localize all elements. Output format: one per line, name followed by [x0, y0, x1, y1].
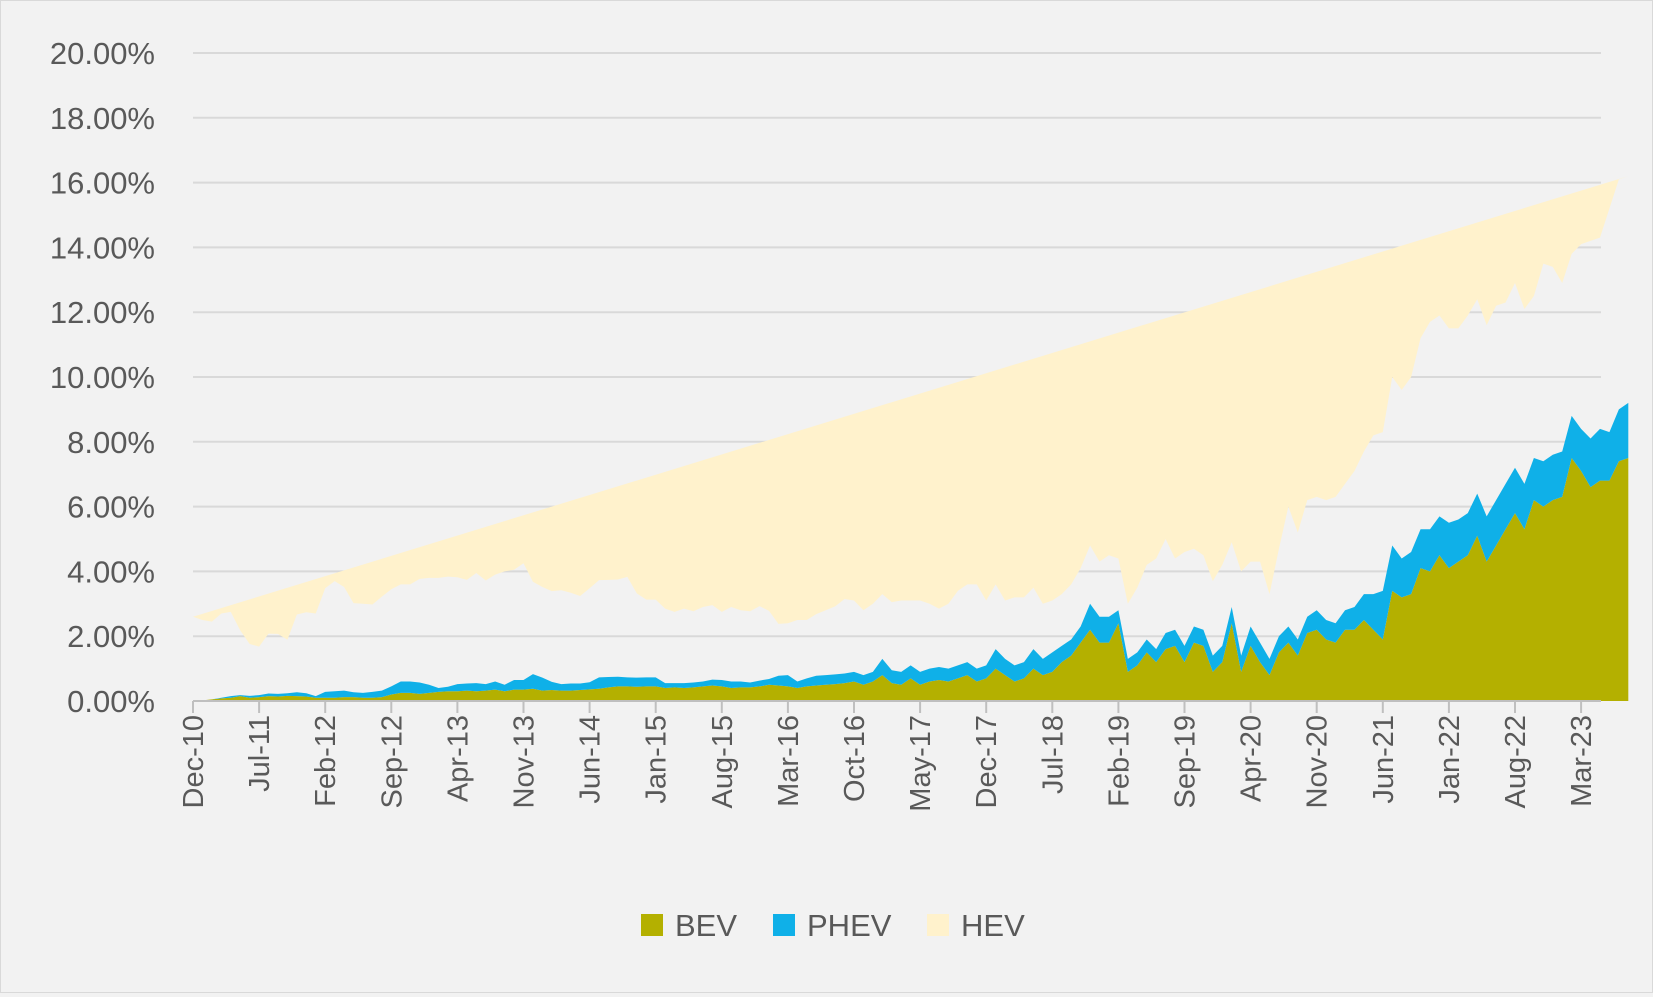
legend-swatch: [927, 914, 949, 936]
x-tick-label: Feb-19: [1103, 715, 1135, 807]
y-tick-label: 6.00%: [67, 490, 155, 525]
x-tick-label: Aug-15: [707, 715, 739, 809]
x-tick-label: Apr-13: [442, 715, 474, 802]
x-tick-label: Feb-12: [310, 715, 342, 807]
y-tick-label: 2.00%: [67, 619, 155, 654]
y-tick-label: 0.00%: [67, 684, 155, 719]
y-axis-tick-labels: 0.00% 2.00% 4.00% 6.00% 8.00% 10.00% 12.00% 14.…: [50, 36, 155, 719]
y-tick-label: 18.00%: [50, 101, 155, 136]
x-tick-label: Sep-19: [1170, 715, 1202, 809]
y-tick-label: 20.00%: [50, 36, 155, 71]
legend-item-hev: HEV: [927, 908, 1025, 943]
y-tick-label: 8.00%: [67, 425, 155, 460]
x-tick-label: Jan-22: [1434, 715, 1466, 804]
x-tick-label: Jan-15: [641, 715, 673, 804]
x-tick-label: Dec-17: [971, 715, 1003, 809]
x-tick-label: May-17: [905, 715, 937, 812]
x-axis-tick-labels: Dec-10 Jul-11 Feb-12 Sep-12 Apr-13 Nov-13 Jun-…: [178, 715, 1598, 812]
area-bev: [193, 458, 1629, 701]
x-tick-label: Dec-10: [178, 715, 210, 809]
x-tick-label: Aug-22: [1500, 715, 1532, 809]
legend: BEV PHEV HEV: [641, 908, 1025, 943]
legend-item-phev: PHEV: [773, 908, 892, 943]
x-tick-label: Jun-21: [1368, 715, 1400, 804]
x-tick-label: Sep-12: [376, 715, 408, 809]
y-tick-label: 14.00%: [50, 230, 155, 265]
y-tick-label: 12.00%: [50, 295, 155, 330]
legend-swatch: [641, 914, 663, 936]
legend-label: BEV: [675, 908, 737, 943]
x-tick-label: Mar-16: [773, 715, 805, 807]
x-tick-label: Nov-13: [509, 715, 541, 809]
x-tick-label: Mar-23: [1566, 715, 1598, 807]
legend-label: HEV: [961, 908, 1025, 943]
y-tick-label: 4.00%: [67, 554, 155, 589]
legend-label: PHEV: [807, 908, 892, 943]
area-hev: [193, 176, 1629, 647]
legend-item-bev: BEV: [641, 908, 737, 943]
legend-swatch: [773, 914, 795, 936]
x-tick-label: Jul-11: [244, 715, 276, 792]
x-tick-label: Jun-14: [575, 715, 607, 804]
y-tick-label: 16.00%: [50, 166, 155, 201]
area-series: [193, 176, 1629, 701]
x-axis: [192, 700, 1601, 713]
x-tick-label: Nov-20: [1302, 715, 1334, 809]
x-tick-label: Oct-16: [839, 715, 871, 802]
y-tick-label: 10.00%: [50, 360, 155, 395]
x-tick-label: Apr-20: [1236, 715, 1268, 802]
x-tick-label: Jul-18: [1037, 715, 1069, 794]
